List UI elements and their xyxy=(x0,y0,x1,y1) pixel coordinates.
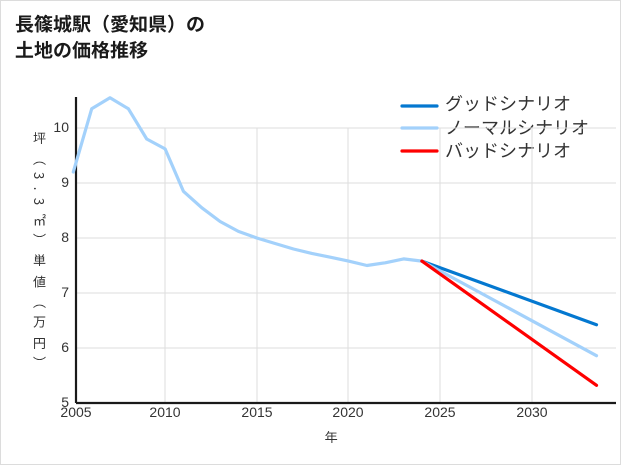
svg-text:6: 6 xyxy=(61,339,69,355)
svg-text:8: 8 xyxy=(61,229,69,245)
svg-text:2025: 2025 xyxy=(424,404,455,420)
svg-text:2005: 2005 xyxy=(60,404,91,420)
svg-text:2010: 2010 xyxy=(149,404,180,420)
svg-text:2020: 2020 xyxy=(332,404,363,420)
svg-text:9: 9 xyxy=(61,174,69,190)
svg-text:7: 7 xyxy=(61,284,69,300)
svg-text:2015: 2015 xyxy=(241,404,272,420)
svg-text:2030: 2030 xyxy=(516,404,547,420)
svg-text:10: 10 xyxy=(53,119,69,135)
